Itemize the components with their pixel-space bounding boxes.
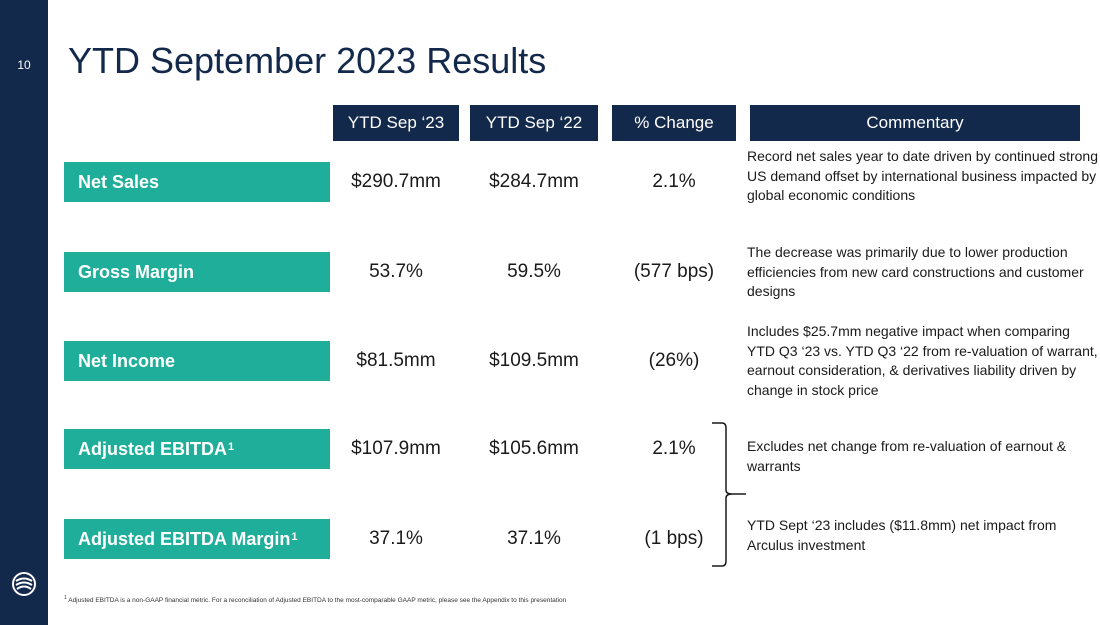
column-header-ytd-sep-22: YTD Sep ‘22: [470, 105, 598, 141]
footnote-text: Adjusted EBITDA is a non-GAAP financial …: [68, 597, 567, 605]
net-sales-change: 2.1%: [652, 171, 696, 192]
page-title: YTD September 2023 Results: [68, 40, 547, 81]
net-sales-commentary: Record net sales year to date driven by …: [747, 148, 1098, 203]
footnote-marker: 1: [228, 441, 235, 453]
row-label-text: Adjusted EBITDA: [78, 438, 228, 459]
net-sales-ytd-22: $284.7mm: [489, 171, 579, 192]
net-income-ytd-23: $81.5mm: [356, 350, 436, 371]
row-label-adjusted-ebitda: Adjusted EBITDA 1: [64, 429, 330, 469]
footnote-marker: 1: [291, 531, 298, 543]
company-logo-icon: [12, 572, 36, 596]
column-header-pct-change: % Change: [612, 105, 736, 141]
gross-margin-ytd-23: 53.7%: [369, 261, 423, 282]
row-label-gross-margin: Gross Margin: [64, 252, 330, 292]
gross-margin-ytd-22: 59.5%: [507, 261, 561, 282]
column-header-ytd-sep-23: YTD Sep ‘23: [333, 105, 459, 141]
net-sales-ytd-23: $290.7mm: [351, 171, 441, 192]
row-label-text: Gross Margin: [78, 261, 195, 282]
net-income-change: (26%): [648, 350, 700, 371]
footnote-marker: 1: [64, 595, 67, 601]
footnote: 1 Adjusted EBITDA is a non-GAAP financia…: [64, 595, 566, 604]
adjusted-ebitda-ytd-22: $105.6mm: [489, 438, 579, 459]
net-income-ytd-22: $109.5mm: [489, 350, 579, 371]
adjusted-ebitda-margin-ytd-23: 37.1%: [369, 528, 423, 549]
row-label-text: Net Sales: [78, 171, 160, 192]
column-header-commentary: Commentary: [750, 105, 1080, 141]
adjusted-ebitda-commentary: Excludes net change from re-valuation of…: [747, 438, 1067, 474]
row-label-text: Adjusted EBITDA Margin: [78, 528, 291, 549]
adjusted-ebitda-change: 2.1%: [652, 438, 696, 459]
net-income-commentary: Includes $25.7mm negative impact when co…: [747, 323, 1098, 398]
right-brace-icon: [712, 422, 746, 567]
adjusted-ebitda-margin-change: (1 bps): [644, 528, 704, 549]
sidebar: 10: [0, 0, 48, 625]
row-label-net-sales: Net Sales: [64, 162, 330, 202]
adjusted-ebitda-ytd-23: $107.9mm: [351, 438, 441, 459]
row-label-adjusted-ebitda-margin: Adjusted EBITDA Margin 1: [64, 519, 330, 559]
gross-margin-commentary: The decrease was primarily due to lower …: [747, 244, 1084, 299]
row-label-text: Net Income: [78, 350, 176, 371]
adjusted-ebitda-margin-commentary: YTD Sept ‘23 includes ($11.8mm) net impa…: [747, 517, 1057, 553]
adjusted-ebitda-margin-ytd-22: 37.1%: [507, 528, 561, 549]
gross-margin-change: (577 bps): [633, 261, 715, 282]
row-label-net-income: Net Income: [64, 341, 330, 381]
page-number: 10: [17, 58, 31, 72]
